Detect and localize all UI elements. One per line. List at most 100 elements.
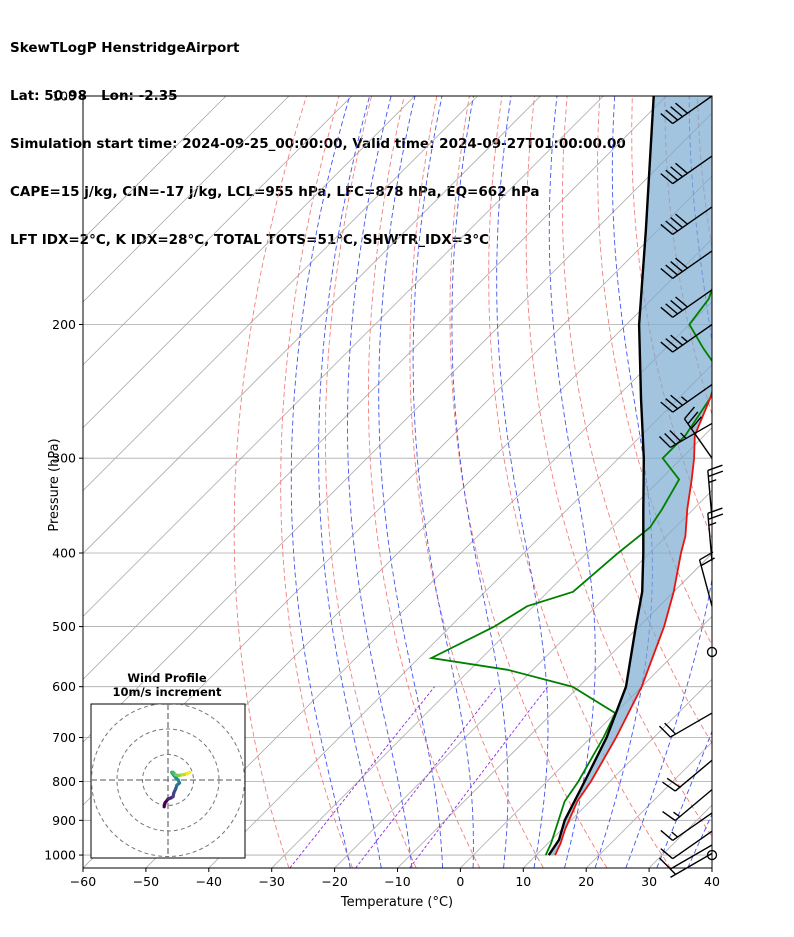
x-tick-label: −50 xyxy=(133,874,159,889)
moist-adiabat xyxy=(318,96,382,868)
barb-feather xyxy=(683,406,695,420)
barb-feather xyxy=(707,464,723,472)
wind-barb xyxy=(660,830,713,860)
chart-header: SkewTLogP HenstridgeAirport Lat: 50.98 L… xyxy=(10,8,626,264)
mixing-ratio-line xyxy=(289,686,435,868)
barb-feather xyxy=(670,261,683,273)
barb-half-feather xyxy=(708,479,717,484)
barb-half-feather xyxy=(708,521,717,526)
wind-barb xyxy=(662,789,713,822)
x-axis-label: Temperature (°C) xyxy=(340,895,454,910)
x-tick-label: −10 xyxy=(384,874,410,889)
barb-feather xyxy=(660,306,674,318)
barb-feather xyxy=(666,777,681,788)
dry-adiabat xyxy=(597,96,712,647)
temperature-line xyxy=(554,392,712,856)
barb-feather xyxy=(664,432,677,445)
x-tick-label: −60 xyxy=(70,874,96,889)
barb-shaft xyxy=(672,155,713,185)
isotherm-line xyxy=(711,867,712,868)
barb-feather xyxy=(675,296,688,308)
barb-shaft xyxy=(698,559,713,607)
barb-feather xyxy=(665,169,679,181)
x-tick-label: 20 xyxy=(578,874,594,889)
barb-feather xyxy=(660,829,674,841)
x-tick-label: 10 xyxy=(515,874,531,889)
isotherm-line xyxy=(397,552,712,868)
dry-adiabat xyxy=(763,96,794,868)
isotherm-line xyxy=(271,427,712,868)
barb-shaft xyxy=(672,384,713,413)
x-tick-label: −20 xyxy=(321,874,347,889)
barb-feather xyxy=(662,781,676,792)
barb-half-feather xyxy=(681,336,688,343)
x-tick-label: −30 xyxy=(259,874,285,889)
barb-feather xyxy=(670,299,683,311)
barb-feather xyxy=(700,557,715,567)
barb-half-feather xyxy=(681,396,688,403)
isotherm-line xyxy=(334,490,712,868)
barb-feather xyxy=(675,257,688,269)
barb-feather xyxy=(669,429,682,442)
y-tick-label: 400 xyxy=(52,546,76,561)
barb-feather xyxy=(660,173,674,185)
isotherm-line xyxy=(775,96,794,868)
barb-feather xyxy=(658,725,671,738)
y-tick-label: 700 xyxy=(52,730,76,745)
profile-layer xyxy=(428,96,712,856)
wind-barb xyxy=(706,849,718,861)
moist-adiabat xyxy=(656,730,712,868)
y-tick-label: 900 xyxy=(52,813,76,828)
dry-adiabat xyxy=(561,96,712,745)
wind-barb xyxy=(662,759,713,792)
x-tick-label: 0 xyxy=(456,874,464,889)
barb-shaft xyxy=(672,95,713,125)
calm-circle xyxy=(706,646,718,658)
moist-adiabat xyxy=(378,96,444,868)
isotherm-line xyxy=(83,96,478,492)
wind-barb xyxy=(660,289,713,318)
moist-adiabat xyxy=(412,96,474,868)
cape-area xyxy=(548,96,712,856)
wind-barb xyxy=(658,712,713,738)
isotherm-line xyxy=(83,96,290,303)
barb-feather xyxy=(675,102,688,114)
wind-barb xyxy=(707,464,724,519)
y-tick-label: 100 xyxy=(52,89,76,104)
dry-adiabat xyxy=(730,96,794,868)
barb-feather xyxy=(665,338,679,350)
barb-shaft xyxy=(670,852,713,879)
barb-shaft xyxy=(670,844,713,870)
mixing-ratio-line xyxy=(409,686,549,868)
barb-feather xyxy=(658,857,671,870)
isotherm-line xyxy=(83,96,227,240)
barb-feather xyxy=(660,341,674,353)
isotherm-line xyxy=(83,96,353,366)
isotherm-line xyxy=(83,96,604,617)
moist-adiabat xyxy=(451,96,509,868)
background-lines xyxy=(83,96,794,868)
moist-adiabat xyxy=(496,96,549,868)
calm-circle xyxy=(706,849,718,861)
barb-half-feather xyxy=(673,811,681,818)
barb-feather xyxy=(660,401,674,413)
y-tick-label: 600 xyxy=(52,679,76,694)
isotherm-line xyxy=(145,301,712,868)
barb-shaft xyxy=(670,422,713,449)
y-tick-label: 500 xyxy=(52,619,76,634)
barb-shaft xyxy=(672,830,713,860)
dry-adiabat xyxy=(488,96,671,868)
barb-feather xyxy=(675,162,688,174)
barb-feather xyxy=(660,848,674,860)
barb-feather xyxy=(670,394,683,406)
isotherm-line xyxy=(83,112,712,743)
parcel-line xyxy=(547,96,655,856)
isotherm-line xyxy=(523,678,712,868)
indices-line-1: CAPE=15 j/kg, CIN=-17 j/kg, LCL=955 hPa,… xyxy=(10,184,540,200)
x-tick-label: 40 xyxy=(704,874,720,889)
barb-feather xyxy=(665,303,679,315)
dry-adiabat xyxy=(449,96,608,868)
hodograph-inset xyxy=(90,703,246,859)
y-tick-label: 300 xyxy=(52,451,76,466)
